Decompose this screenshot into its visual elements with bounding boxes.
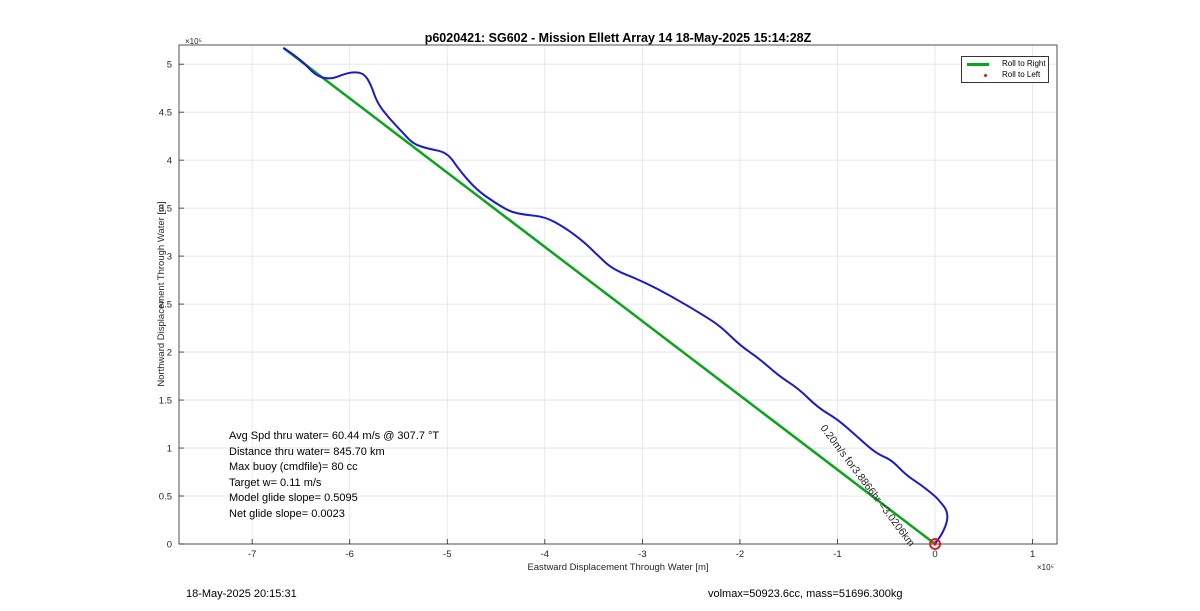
y-tick-label: 4.5 (159, 108, 172, 119)
y-axis-exponent: ×10⁵ (185, 37, 202, 46)
y-tick-label: 2 (167, 348, 172, 359)
stat-net-glide-slope: Net glide slope= 0.0023 (229, 507, 345, 520)
axes-box (178, 44, 1058, 545)
glider-track-line (282, 47, 949, 545)
x-tick-label: 1 (1030, 549, 1035, 560)
footer-summary: volmax=50923.6cc, mass=51696.300kg (708, 588, 903, 600)
legend-item-roll-left: Roll to Left (962, 70, 1048, 80)
x-tick-label: -1 (833, 549, 841, 560)
stats-annotation: Avg Spd thru water= 60.44 m/s @ 307.7 °T… (229, 429, 439, 522)
series-roll-to-right-line (282, 46, 936, 545)
y-tick-label: 5 (167, 60, 172, 71)
stat-max-buoy: Max buoy (cmdfile)= 80 cc (229, 461, 358, 473)
x-tick-label: -4 (541, 549, 549, 560)
legend-swatch-roll-right (967, 63, 989, 66)
stat-model-glide-slope: Model glide slope= 0.5095 (229, 492, 358, 504)
y-tick-label: 1.5 (159, 396, 172, 407)
y-tick-label: 3 (167, 252, 172, 263)
x-tick-label: -3 (638, 549, 646, 560)
series-layer (282, 46, 949, 550)
y-axis-ticks: 0 0.5 1 1.5 2 2.5 3 3.5 4 4.5 5 (159, 60, 184, 551)
legend-swatch-roll-left (984, 74, 987, 77)
x-tick-label: -2 (736, 549, 744, 560)
stat-avg-speed: Avg Spd thru water= 60.44 m/s @ 307.7 °T (229, 430, 440, 442)
origin-marker (929, 538, 941, 550)
x-axis-ticks: -7 -6 -5 -4 -3 -2 -1 0 1 (248, 539, 1035, 560)
x-tick-label: -5 (443, 549, 451, 560)
y-axis-label: Northward Displacement Through Water [m] (156, 201, 167, 386)
y-tick-label: 1 (167, 444, 172, 455)
x-tick-label: -6 (345, 549, 353, 560)
stat-distance: Distance thru water= 845.70 km (229, 445, 385, 458)
legend-label-roll-right: Roll to Right (1002, 59, 1046, 68)
y-tick-label: 0 (167, 540, 172, 551)
footer-timestamp: 18-May-2025 20:15:31 (186, 588, 297, 600)
chart-title: p6020421: SG602 - Mission Ellett Array 1… (425, 31, 812, 45)
x-tick-label: 0 (932, 549, 937, 560)
y-tick-label: 4 (167, 156, 172, 167)
y-tick-label: 0.5 (159, 492, 172, 503)
legend-label-roll-left: Roll to Left (1002, 70, 1041, 79)
y-tick-label: 2.5 (159, 300, 172, 311)
stat-target-w: Target w= 0.11 m/s (229, 476, 322, 489)
x-tick-label: -7 (248, 549, 256, 560)
x-axis-label: Eastward Displacement Through Water [m] (527, 562, 708, 573)
x-axis-exponent: ×10⁵ (1037, 563, 1054, 572)
y-tick-label: 3.5 (159, 204, 172, 215)
legend-item-roll-right: Roll to Right (962, 59, 1048, 69)
roll-to-left-point (933, 542, 937, 546)
chart-legend: Roll to Right Roll to Left (961, 56, 1049, 83)
